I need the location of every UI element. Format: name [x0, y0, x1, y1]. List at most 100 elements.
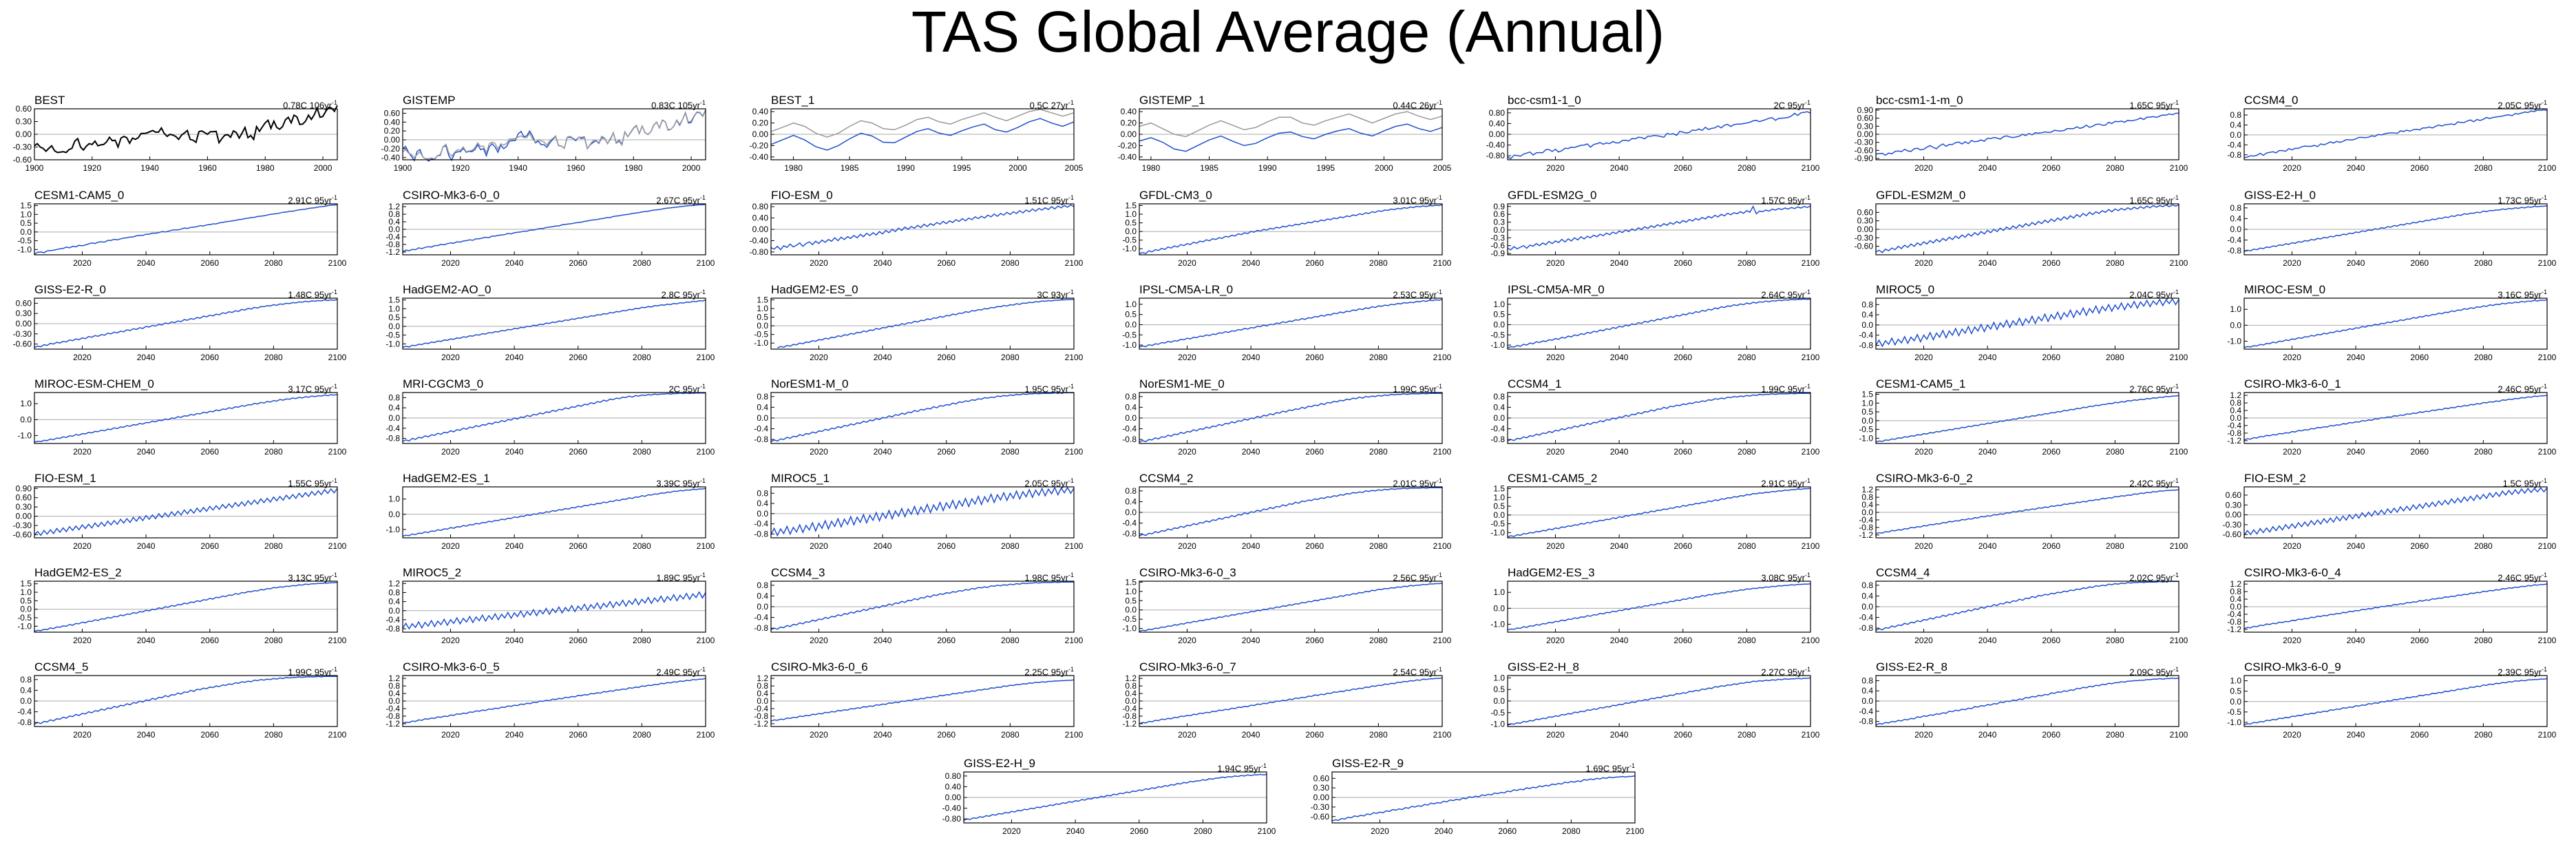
x-tick-label: 2060 [2410, 258, 2429, 268]
chart-panel: GISS-E2-R_8 2.09C 95yr-1 -0.8 -0.4 0.0 0.4 0.8… [1859, 660, 2188, 742]
y-tick-label: -0.90 [1855, 154, 1874, 163]
x-tick-label: 2060 [1674, 163, 1692, 173]
y-tick-label: -0.8 [386, 624, 400, 634]
x-tick-label: 2020 [1914, 353, 1933, 362]
y-tick-label: -0.8 [2227, 617, 2241, 627]
trend-exponent: -1 [331, 666, 337, 673]
chart-svg: -1.0 0.0 1.0 2020 2040 2060 2080 2100 [2227, 297, 2557, 362]
x-tick-label: 2020 [2283, 636, 2301, 645]
y-tick-label: 0.0 [2230, 697, 2241, 707]
trend-value: 1.99C 95yr [1761, 384, 1805, 395]
x-tick-label: 2060 [200, 258, 219, 268]
x-tick-label: 2100 [697, 447, 715, 457]
x-tick-label: 2040 [2347, 636, 2365, 645]
x-tick-label: 2000 [1375, 163, 1393, 173]
x-tick-label: 2040 [1610, 447, 1629, 457]
y-tick-label: 0.8 [388, 587, 400, 597]
x-tick-label: 2100 [2170, 163, 2188, 173]
x-tick-label: 2040 [1435, 826, 1453, 836]
trend-value: 2.91C 95yr [288, 195, 332, 206]
x-tick-label: 1990 [896, 163, 915, 173]
y-tick-label: -0.8 [754, 623, 768, 633]
y-tick-label: -1.0 [17, 621, 32, 631]
trend-label: 2.49C 95yr-1 [656, 663, 706, 678]
y-tick-label: 0.00 [945, 793, 962, 802]
x-tick-label: 2005 [1433, 163, 1452, 173]
chart-svg: -0.80 -0.40 0.000.40 0.80 2020 2040 2060 2080 21… [750, 202, 1084, 268]
x-tick-label: 1980 [624, 163, 643, 173]
chart-panel: HadGEM2-ES_3 3.08C 95yr-1 -1.0 0.0 1.0 2020 20… [1490, 566, 1819, 647]
panel-title: HadGEM2-ES_3 [1508, 566, 1595, 579]
y-tick-label: 0.0 [757, 696, 768, 706]
panel-title: CSIRO-Mk3-6-0_9 [2244, 660, 2341, 673]
x-tick-label: 2020 [2283, 447, 2301, 457]
x-tick-label: 2080 [264, 636, 283, 645]
x-tick-label: 2060 [569, 258, 587, 268]
trend-label: 1.99C 95yr-1 [1761, 380, 1810, 395]
series-line [1507, 205, 1811, 251]
chart-svg: -0.60-0.300.000.300.60 2020 2040 2060 2080 21… [13, 297, 347, 362]
trend-value: 2.64C 95yr [1761, 289, 1805, 300]
x-tick-label: 2080 [2106, 541, 2124, 551]
y-tick-label: 0.60 [16, 493, 32, 503]
y-tick-label: -0.6 [1490, 241, 1505, 251]
x-tick-label: 2100 [1626, 826, 1645, 836]
x-tick-label: 2060 [2410, 636, 2429, 645]
y-tick-label: 0.0 [757, 321, 768, 331]
x-tick-label: 2040 [874, 541, 892, 551]
chart-svg: -1.0 0.0 1.0 2020 2040 2060 2080 2100 [17, 392, 347, 457]
x-tick-label: 1920 [83, 163, 101, 173]
panel-title: GISS-E2-H_9 [964, 757, 1035, 770]
chart-svg: -1.0-0.50.00.51.01.5 2020 2040 2060 2080 2100 [1122, 577, 1451, 645]
trend-exponent: -1 [699, 289, 706, 295]
x-tick-label: 2020 [2283, 730, 2301, 740]
y-tick-label: 1.2 [2230, 579, 2241, 589]
trend-value: 3.16C 95yr [2498, 289, 2542, 300]
plot-frame [402, 486, 706, 539]
y-tick-label: 1.5 [20, 201, 32, 211]
y-tick-label: 0.0 [1861, 416, 1873, 426]
trend-exponent: -1 [699, 99, 706, 106]
panel-title: MIROC5_0 [1876, 283, 1935, 296]
y-tick-label: -0.30 [1855, 233, 1874, 242]
y-tick-label: 0.9 [1493, 202, 1505, 211]
x-tick-label: 2040 [1610, 258, 1629, 268]
panel-title: FIO-ESM_0 [771, 189, 833, 202]
y-tick-label: 1.0 [1493, 492, 1505, 502]
x-tick-label: 2000 [314, 163, 332, 173]
panel-title: BEST_1 [771, 94, 815, 107]
series-line [2244, 583, 2548, 629]
chart-panel: GISS-E2-R_9 1.69C 95yr-1 -0.60 -0.30 0.00 0.3… [1311, 757, 1645, 838]
plot-frame [1507, 581, 1811, 633]
x-tick-label: 2100 [1433, 730, 1452, 740]
series-line [1875, 581, 2179, 631]
y-tick-label: 0.0 [2230, 320, 2241, 330]
y-tick-label: -0.4 [754, 519, 768, 529]
y-tick-label: 0.8 [1125, 392, 1137, 401]
trend-value: 3C 93yr [1037, 289, 1068, 300]
plot-frame [402, 297, 706, 350]
x-tick-label: 2080 [1001, 353, 1020, 362]
y-tick-label: 0.30 [1857, 216, 1874, 226]
x-tick-label: 2080 [1369, 258, 1388, 268]
chart-svg: -1.2-0.8-0.40.00.40.81.2 2020 2040 2060 2080… [1122, 673, 1451, 740]
x-tick-label: 1995 [1316, 163, 1335, 173]
y-tick-label: -0.4 [17, 707, 32, 717]
x-tick-label: 2040 [2347, 353, 2365, 362]
y-tick-label: 0.8 [20, 675, 32, 685]
trend-value: 1.69C 95yr [1585, 763, 1629, 774]
x-tick-label: 2100 [1065, 541, 1084, 551]
chart-svg: -1.0-0.50.00.51.01.5 2020 2040 2060 2080 2100 [754, 295, 1083, 362]
y-tick-label: 0.0 [1125, 320, 1137, 329]
trend-exponent: -1 [2541, 666, 2547, 673]
trend-value: 2.09C 95yr [2129, 667, 2173, 678]
x-tick-label: 2060 [1305, 353, 1324, 362]
trend-exponent: -1 [1068, 99, 1074, 106]
trend-exponent: -1 [331, 99, 337, 106]
series-line [34, 488, 338, 536]
trend-exponent: -1 [331, 572, 337, 578]
panel-title: HadGEM2-ES_0 [771, 283, 858, 296]
chart-svg: -1.2-0.8-0.40.00.40.81.2 2020 2040 2060 2080… [1859, 485, 2188, 551]
x-tick-label: 2100 [328, 258, 347, 268]
trend-exponent: -1 [1068, 383, 1074, 390]
